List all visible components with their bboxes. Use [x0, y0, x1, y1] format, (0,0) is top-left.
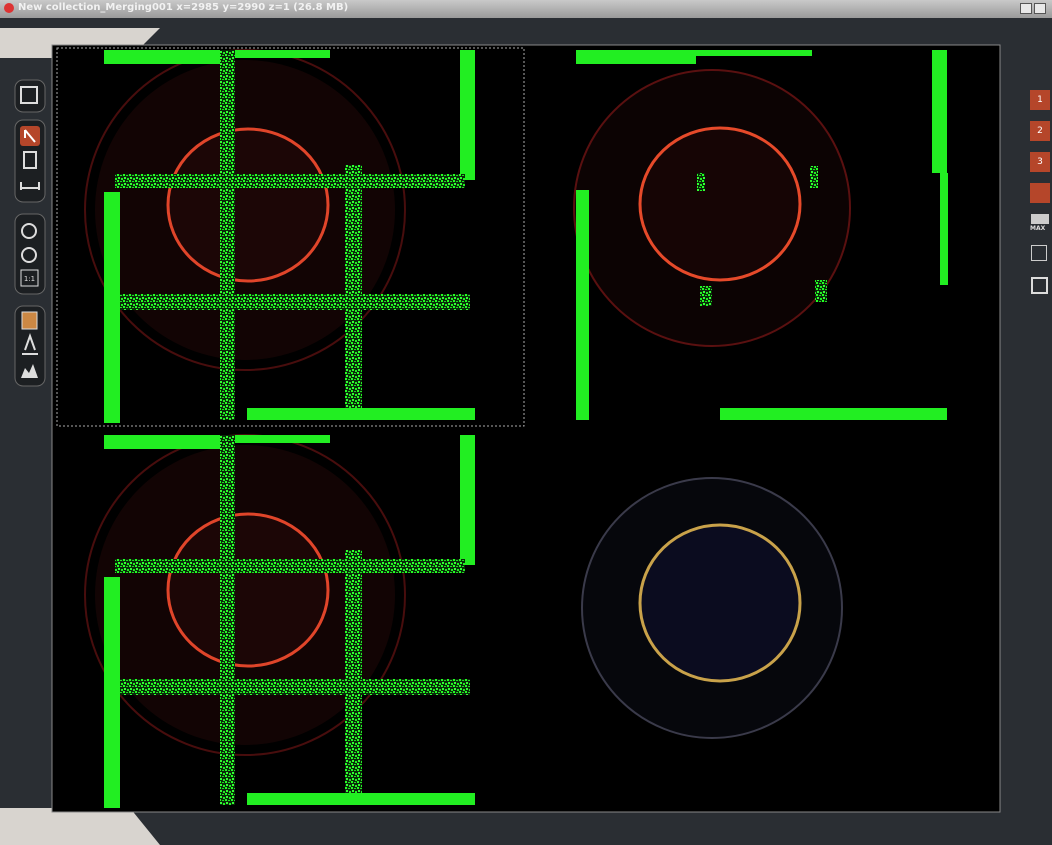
max-button[interactable]: MAX: [1030, 225, 1046, 232]
title-bar: New collection_Merging001 x=2985 y=2990 …: [0, 0, 1052, 18]
actual-size-label: 1:1: [24, 275, 35, 283]
bottom-tab: [0, 808, 160, 845]
crop-button[interactable]: [1031, 245, 1047, 261]
max-icon: [1031, 214, 1049, 224]
actual-size-tool[interactable]: [20, 269, 39, 287]
measure-tool[interactable]: [20, 182, 40, 190]
pointer-icon: [24, 129, 36, 143]
minimize-button[interactable]: [1020, 3, 1032, 14]
lut-tool[interactable]: [21, 311, 38, 330]
zoom-out-tool[interactable]: [21, 247, 37, 263]
delete-tool[interactable]: [23, 151, 37, 169]
channel-button[interactable]: 1: [1030, 90, 1050, 110]
selection-frame: [56, 47, 525, 427]
workspace: 1:1: [0, 28, 1001, 845]
text-tool[interactable]: [22, 333, 38, 355]
channel-button[interactable]: 2: [1030, 121, 1050, 141]
toolbar-group: [14, 79, 46, 113]
histogram-tool[interactable]: [21, 364, 38, 378]
channel-button[interactable]: 3: [1030, 152, 1050, 172]
merged-view: [581, 477, 843, 739]
layout-button[interactable]: [1031, 277, 1048, 294]
left-toolbar: 1:1: [14, 79, 46, 387]
overlay-button[interactable]: [1030, 183, 1050, 203]
overlay-tool[interactable]: [20, 86, 38, 104]
zoom-in-tool[interactable]: [21, 223, 37, 239]
maximize-button[interactable]: [1034, 3, 1046, 14]
app-icon: [4, 3, 14, 13]
channel-2-view: [573, 50, 948, 420]
window-title: New collection_Merging001 x=2985 y=2990 …: [18, 2, 349, 13]
